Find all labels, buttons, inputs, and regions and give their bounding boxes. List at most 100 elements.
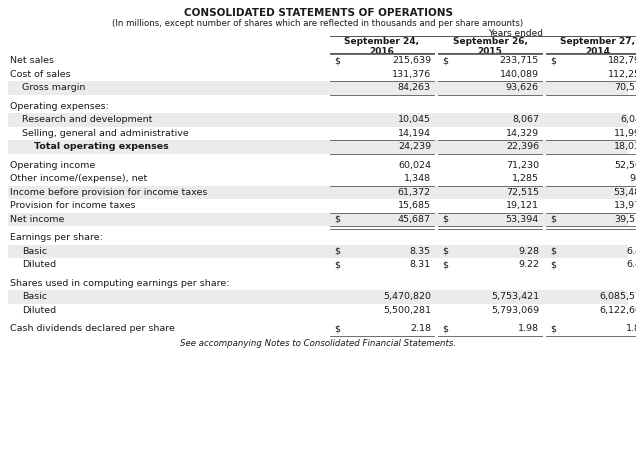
Text: $: $ bbox=[334, 215, 340, 224]
Text: 8,067: 8,067 bbox=[512, 115, 539, 124]
Bar bbox=[8, 81, 628, 95]
Text: 9.28: 9.28 bbox=[518, 247, 539, 256]
Text: $: $ bbox=[550, 56, 556, 65]
Text: Income before provision for income taxes: Income before provision for income taxes bbox=[10, 188, 207, 197]
Text: Years ended: Years ended bbox=[488, 29, 544, 38]
Bar bbox=[8, 158, 628, 172]
Bar bbox=[8, 113, 628, 126]
Bar bbox=[8, 140, 628, 153]
Bar bbox=[8, 172, 628, 185]
Text: 233,715: 233,715 bbox=[500, 56, 539, 65]
Text: Basic: Basic bbox=[22, 292, 47, 301]
Text: 61,372: 61,372 bbox=[398, 188, 431, 197]
Text: Cost of sales: Cost of sales bbox=[10, 70, 71, 79]
Text: 19,121: 19,121 bbox=[506, 201, 539, 210]
Text: Basic: Basic bbox=[22, 247, 47, 256]
Text: Cash dividends declared per share: Cash dividends declared per share bbox=[10, 324, 175, 333]
Text: CONSOLIDATED STATEMENTS OF OPERATIONS: CONSOLIDATED STATEMENTS OF OPERATIONS bbox=[184, 8, 452, 18]
Text: $: $ bbox=[550, 247, 556, 256]
Text: 11,993: 11,993 bbox=[614, 129, 636, 138]
Text: $: $ bbox=[550, 260, 556, 269]
Text: 72,515: 72,515 bbox=[506, 188, 539, 197]
Text: September 27,
2014: September 27, 2014 bbox=[560, 37, 635, 56]
Text: $: $ bbox=[550, 215, 556, 224]
Bar bbox=[8, 231, 628, 245]
Text: Diluted: Diluted bbox=[22, 306, 56, 315]
Bar bbox=[8, 322, 628, 336]
Text: 45,687: 45,687 bbox=[398, 215, 431, 224]
Text: Diluted: Diluted bbox=[22, 260, 56, 269]
Text: 1,348: 1,348 bbox=[404, 174, 431, 183]
Text: 5,500,281: 5,500,281 bbox=[383, 306, 431, 315]
Text: 5,470,820: 5,470,820 bbox=[383, 292, 431, 301]
Text: 9.22: 9.22 bbox=[518, 260, 539, 269]
Text: 22,396: 22,396 bbox=[506, 142, 539, 151]
Text: 112,258: 112,258 bbox=[608, 70, 636, 79]
Text: 84,263: 84,263 bbox=[398, 83, 431, 92]
Bar bbox=[8, 212, 628, 226]
Bar bbox=[8, 276, 628, 290]
Text: Shares used in computing earnings per share:: Shares used in computing earnings per sh… bbox=[10, 279, 230, 288]
Text: $: $ bbox=[442, 56, 448, 65]
Text: 53,483: 53,483 bbox=[614, 188, 636, 197]
Text: 53,394: 53,394 bbox=[506, 215, 539, 224]
Text: 182,795: 182,795 bbox=[608, 56, 636, 65]
Text: $: $ bbox=[442, 324, 448, 333]
Bar bbox=[8, 245, 628, 258]
Text: 6.49: 6.49 bbox=[626, 247, 636, 256]
Text: 1.98: 1.98 bbox=[518, 324, 539, 333]
Text: 980: 980 bbox=[629, 174, 636, 183]
Text: 70,537: 70,537 bbox=[614, 83, 636, 92]
Text: 60,024: 60,024 bbox=[398, 161, 431, 170]
Text: 6,041: 6,041 bbox=[620, 115, 636, 124]
Bar bbox=[8, 258, 628, 272]
Text: $: $ bbox=[550, 324, 556, 333]
Text: Net income: Net income bbox=[10, 215, 64, 224]
Text: 52,503: 52,503 bbox=[614, 161, 636, 170]
Text: Research and development: Research and development bbox=[22, 115, 153, 124]
Text: 13,973: 13,973 bbox=[614, 201, 636, 210]
Text: 5,793,069: 5,793,069 bbox=[491, 306, 539, 315]
Text: $: $ bbox=[334, 324, 340, 333]
Text: 131,376: 131,376 bbox=[392, 70, 431, 79]
Text: $: $ bbox=[442, 260, 448, 269]
Text: Selling, general and administrative: Selling, general and administrative bbox=[22, 129, 189, 138]
Text: Net sales: Net sales bbox=[10, 56, 54, 65]
Bar bbox=[8, 126, 628, 140]
Text: Other income/(expense), net: Other income/(expense), net bbox=[10, 174, 148, 183]
Text: 15,685: 15,685 bbox=[398, 201, 431, 210]
Text: 2.18: 2.18 bbox=[410, 324, 431, 333]
Text: Gross margin: Gross margin bbox=[22, 83, 85, 92]
Text: Operating income: Operating income bbox=[10, 161, 95, 170]
Bar bbox=[8, 290, 628, 303]
Text: 14,194: 14,194 bbox=[398, 129, 431, 138]
Text: 39,510: 39,510 bbox=[614, 215, 636, 224]
Text: 10,045: 10,045 bbox=[398, 115, 431, 124]
Bar bbox=[8, 185, 628, 199]
Text: $: $ bbox=[442, 215, 448, 224]
Text: Operating expenses:: Operating expenses: bbox=[10, 102, 109, 111]
Text: September 24,
2016: September 24, 2016 bbox=[345, 37, 420, 56]
Text: (In millions, except number of shares which are reflected in thousands and per s: (In millions, except number of shares wh… bbox=[113, 19, 523, 28]
Text: 93,626: 93,626 bbox=[506, 83, 539, 92]
Bar bbox=[8, 303, 628, 317]
Text: Total operating expenses: Total operating expenses bbox=[34, 142, 169, 151]
Bar bbox=[8, 54, 628, 68]
Text: $: $ bbox=[334, 56, 340, 65]
Text: 8.31: 8.31 bbox=[410, 260, 431, 269]
Text: 6,122,663: 6,122,663 bbox=[599, 306, 636, 315]
Text: 6,085,572: 6,085,572 bbox=[599, 292, 636, 301]
Text: 5,753,421: 5,753,421 bbox=[491, 292, 539, 301]
Text: 6.45: 6.45 bbox=[626, 260, 636, 269]
Bar bbox=[8, 199, 628, 212]
Text: Provision for income taxes: Provision for income taxes bbox=[10, 201, 135, 210]
Bar bbox=[8, 100, 628, 113]
Text: 215,639: 215,639 bbox=[392, 56, 431, 65]
Text: 24,239: 24,239 bbox=[398, 142, 431, 151]
Text: 14,329: 14,329 bbox=[506, 129, 539, 138]
Text: 71,230: 71,230 bbox=[506, 161, 539, 170]
Text: 140,089: 140,089 bbox=[500, 70, 539, 79]
Text: $: $ bbox=[334, 260, 340, 269]
Text: See accompanying Notes to Consolidated Financial Statements.: See accompanying Notes to Consolidated F… bbox=[180, 338, 456, 348]
Text: Earnings per share:: Earnings per share: bbox=[10, 233, 103, 242]
